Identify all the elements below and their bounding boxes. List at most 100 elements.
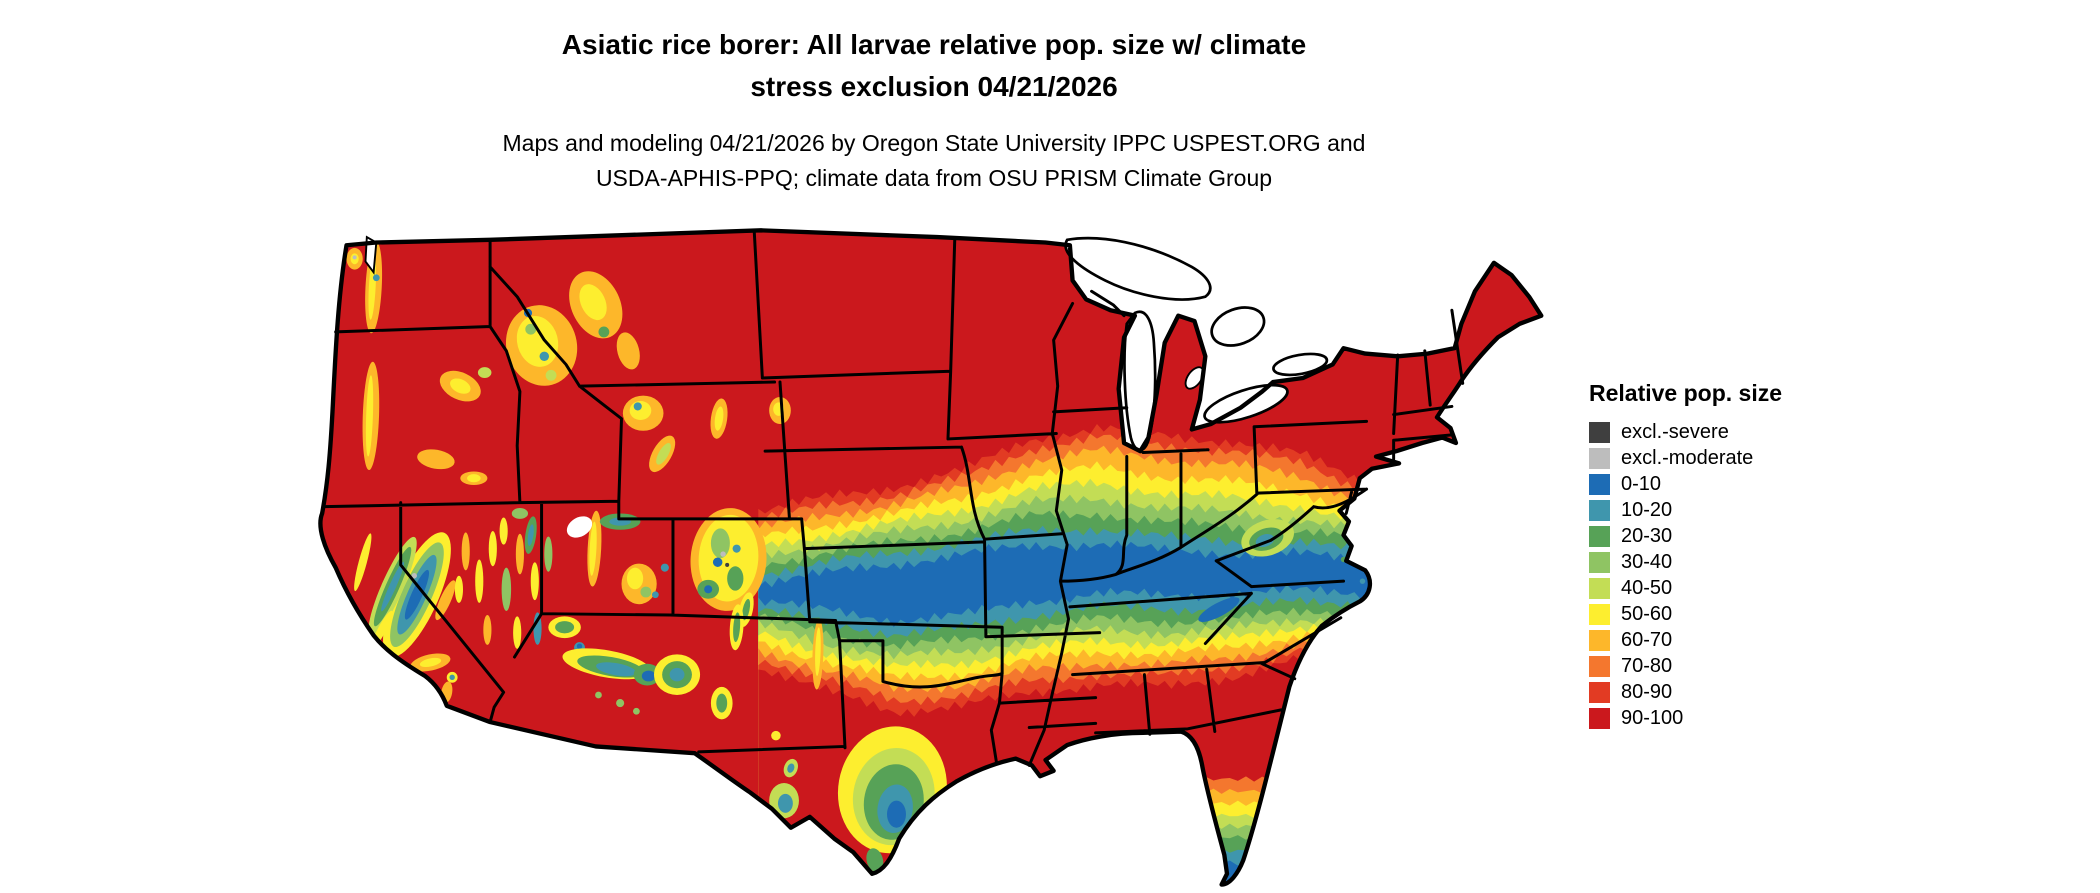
legend-row: excl.-moderate bbox=[1589, 445, 1909, 471]
legend-row: 90-100 bbox=[1589, 705, 1909, 731]
terrain-patch bbox=[449, 674, 455, 681]
terrain-patch bbox=[815, 627, 821, 676]
terrain-patch bbox=[477, 367, 492, 378]
terrain-patch bbox=[640, 586, 652, 598]
legend-row: excl.-severe bbox=[1589, 419, 1909, 445]
terrain-patch bbox=[450, 378, 471, 394]
terrain-patch bbox=[417, 449, 455, 470]
legend-swatch bbox=[1589, 681, 1610, 703]
legend-row: 50-60 bbox=[1589, 601, 1909, 627]
terrain-patch bbox=[1350, 507, 1358, 515]
legend-label: 70-80 bbox=[1621, 655, 1673, 677]
legend-label: 0-10 bbox=[1621, 473, 1662, 495]
terrain-patch bbox=[656, 443, 671, 465]
terrain-patch bbox=[641, 670, 656, 682]
great-salt-lake bbox=[566, 516, 593, 538]
legend-row: 60-70 bbox=[1589, 627, 1909, 653]
page-subtitle-line2: USDA-APHIS-PPQ; climate data from OSU PR… bbox=[595, 165, 1273, 191]
terrain-patch bbox=[579, 284, 607, 321]
legend-row: 0-10 bbox=[1589, 471, 1909, 497]
map-raster-layer bbox=[320, 230, 1542, 885]
terrain-patch bbox=[714, 406, 724, 431]
terrain-patch bbox=[651, 591, 659, 599]
terrain-patch bbox=[513, 616, 522, 649]
terrain-patch bbox=[461, 532, 470, 571]
legend-swatch bbox=[1589, 499, 1610, 521]
page-title: Asiatic rice borer: All larvae relative … bbox=[314, 24, 1554, 108]
terrain-patch bbox=[530, 562, 539, 601]
terrain-patch bbox=[596, 662, 637, 677]
terrain-patch bbox=[1489, 352, 1496, 360]
terrain-patch bbox=[488, 531, 497, 567]
terrain-patch bbox=[633, 707, 640, 715]
terrain-patch bbox=[475, 559, 484, 603]
terrain-patch bbox=[1359, 578, 1366, 584]
legend-row: 80-90 bbox=[1589, 679, 1909, 705]
terrain-patch bbox=[576, 643, 583, 649]
legend-label: 10-20 bbox=[1621, 499, 1673, 521]
legend-label: excl.-severe bbox=[1621, 421, 1729, 443]
legend-label: 40-50 bbox=[1621, 577, 1673, 599]
terrain-patch bbox=[435, 580, 456, 621]
terrain-patch bbox=[411, 573, 417, 579]
terrain-patch bbox=[732, 544, 741, 553]
terrain-patch bbox=[555, 621, 575, 634]
legend: Relative pop. size excl.-severe excl.-mod… bbox=[1589, 380, 1909, 731]
terrain-patch bbox=[511, 508, 529, 519]
terrain-patch bbox=[501, 567, 512, 611]
legend-swatch bbox=[1589, 655, 1610, 677]
legend-row: 10-20 bbox=[1589, 497, 1909, 523]
terrain-patch bbox=[527, 524, 534, 546]
us-population-map bbox=[314, 226, 1544, 893]
terrain-patch bbox=[467, 474, 481, 483]
terrain-patches bbox=[346, 241, 1539, 873]
terrain-patch bbox=[372, 274, 380, 282]
legend-label: 90-100 bbox=[1621, 707, 1684, 729]
terrain-patch bbox=[660, 563, 669, 572]
us-outline bbox=[318, 228, 1544, 887]
legend-swatch bbox=[1589, 525, 1610, 547]
legend-swatch bbox=[1589, 577, 1610, 599]
legend-row: 30-40 bbox=[1589, 549, 1909, 575]
terrain-patch bbox=[887, 800, 906, 828]
terrain-patch bbox=[669, 667, 685, 682]
terrain-patch bbox=[712, 557, 723, 567]
terrain-patch bbox=[598, 326, 610, 338]
terrain-patch bbox=[771, 730, 781, 741]
legend-row: 40-50 bbox=[1589, 575, 1909, 601]
legend-swatch bbox=[1589, 473, 1610, 495]
state-borders bbox=[323, 230, 1465, 767]
terrain-patch bbox=[616, 699, 625, 708]
legend-row: 20-30 bbox=[1589, 523, 1909, 549]
terrain-patch bbox=[633, 402, 642, 411]
population-band bbox=[1175, 860, 1284, 885]
terrain-patch bbox=[1510, 333, 1518, 341]
terrain-patch bbox=[720, 551, 726, 557]
legend-label: 20-30 bbox=[1621, 525, 1673, 547]
legend-label: excl.-moderate bbox=[1621, 447, 1754, 469]
terrain-patch bbox=[525, 323, 537, 335]
terrain-patch bbox=[381, 561, 405, 612]
terrain-patch bbox=[710, 528, 730, 559]
legend-title: Relative pop. size bbox=[1589, 380, 1783, 406]
terrain-patch bbox=[733, 612, 741, 643]
terrain-patch bbox=[595, 691, 602, 699]
terrain-patch bbox=[354, 533, 372, 592]
terrain-patch bbox=[545, 369, 557, 381]
florida-gradient-bands bbox=[1175, 776, 1284, 885]
terrain-patch bbox=[616, 332, 640, 370]
terrain-patch bbox=[727, 566, 744, 591]
legend-entries: excl.-severe excl.-moderate 0-10 10-20 20-30… bbox=[1589, 419, 1909, 731]
legend-swatch bbox=[1589, 707, 1610, 729]
terrain-patch bbox=[419, 657, 442, 668]
terrain-patch bbox=[539, 351, 550, 362]
legend-label: 60-70 bbox=[1621, 629, 1673, 651]
legend-label: 30-40 bbox=[1621, 551, 1673, 573]
legend-label: 50-60 bbox=[1621, 603, 1673, 625]
page-subtitle: Maps and modeling 04/21/2026 by Oregon S… bbox=[314, 126, 1554, 196]
terrain-patch bbox=[777, 793, 793, 813]
legend-swatch bbox=[1589, 603, 1610, 625]
legend-label: 80-90 bbox=[1621, 681, 1673, 703]
terrain-patch bbox=[866, 848, 884, 873]
terrain-patch bbox=[533, 612, 542, 645]
